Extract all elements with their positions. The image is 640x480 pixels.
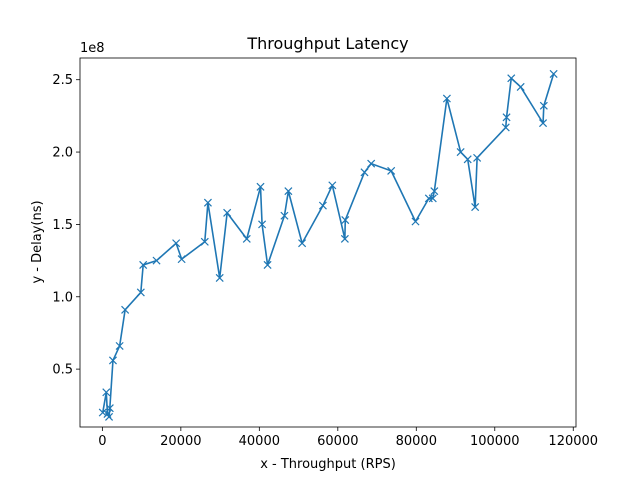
data-point-marker	[501, 123, 510, 132]
x-axis-ticks: 0 20000 40000 60000 80000 100000 120000	[98, 427, 598, 449]
series-layer	[98, 69, 558, 421]
y-tick-label: 2.5	[52, 73, 73, 88]
data-point-marker	[298, 239, 307, 248]
data-point-marker	[456, 148, 465, 157]
data-point-marker	[502, 113, 511, 122]
data-point-marker	[424, 194, 433, 203]
data-point-marker	[318, 201, 327, 210]
data-point-marker	[203, 198, 212, 207]
data-point-marker	[121, 305, 130, 314]
data-point-marker	[463, 155, 472, 164]
data-point-marker	[98, 408, 107, 417]
data-point-marker	[263, 260, 272, 269]
y-axis-label: y - Delay(ns)	[30, 200, 45, 283]
data-point-marker	[177, 255, 186, 264]
data-point-marker	[360, 168, 369, 177]
y-tick-label: 1.5	[52, 218, 73, 233]
chart-title: Throughput Latency	[246, 34, 408, 53]
data-point-marker	[473, 153, 482, 162]
data-point-marker	[223, 208, 232, 217]
data-point-marker	[172, 239, 181, 248]
data-point-marker	[115, 341, 124, 350]
data-point-marker	[280, 211, 289, 220]
y-tick-label: 2.0	[52, 146, 73, 161]
data-point-marker	[428, 194, 437, 203]
x-tick-label: 120000	[548, 434, 598, 449]
data-point-marker	[152, 256, 161, 265]
y-offset-text: 1e8	[80, 41, 105, 56]
data-point-marker	[539, 119, 548, 128]
data-point-marker	[242, 234, 251, 243]
data-point-marker	[105, 412, 114, 421]
data-point-marker	[215, 273, 224, 282]
data-point-marker	[549, 69, 558, 78]
data-point-marker	[516, 82, 525, 91]
data-point-marker	[340, 234, 349, 243]
x-tick-label: 100000	[470, 434, 520, 449]
data-point-marker	[387, 166, 396, 175]
data-point-marker	[411, 217, 420, 226]
y-axis-ticks: 0.5 1.0 1.5 2.0 2.5	[52, 73, 80, 378]
data-point-marker	[471, 203, 480, 212]
x-tick-label: 40000	[239, 434, 280, 449]
data-point-marker	[367, 159, 376, 168]
data-point-marker	[200, 237, 209, 246]
data-point-marker	[328, 181, 337, 190]
data-point-marker	[442, 94, 451, 103]
data-point-marker	[105, 404, 114, 413]
data-point-marker	[430, 187, 439, 196]
data-point-marker	[102, 388, 111, 397]
data-point-marker	[539, 101, 548, 110]
data-point-marker	[256, 182, 265, 191]
data-point-marker	[136, 288, 145, 297]
plot-background	[80, 58, 576, 427]
data-point-marker	[139, 260, 148, 269]
x-axis-label: x - Throughput (RPS)	[260, 457, 396, 472]
y-tick-label: 0.5	[52, 363, 73, 378]
data-point-marker	[507, 74, 516, 83]
data-point-marker	[341, 216, 350, 225]
data-point-marker	[108, 356, 117, 365]
x-tick-label: 60000	[317, 434, 358, 449]
plot-frame	[79, 57, 577, 428]
data-point-marker	[284, 187, 293, 196]
data-point-marker	[258, 220, 267, 229]
x-tick-label: 80000	[396, 434, 437, 449]
x-tick-label: 20000	[160, 434, 201, 449]
y-tick-label: 1.0	[52, 290, 73, 305]
x-tick-label: 0	[98, 434, 106, 449]
